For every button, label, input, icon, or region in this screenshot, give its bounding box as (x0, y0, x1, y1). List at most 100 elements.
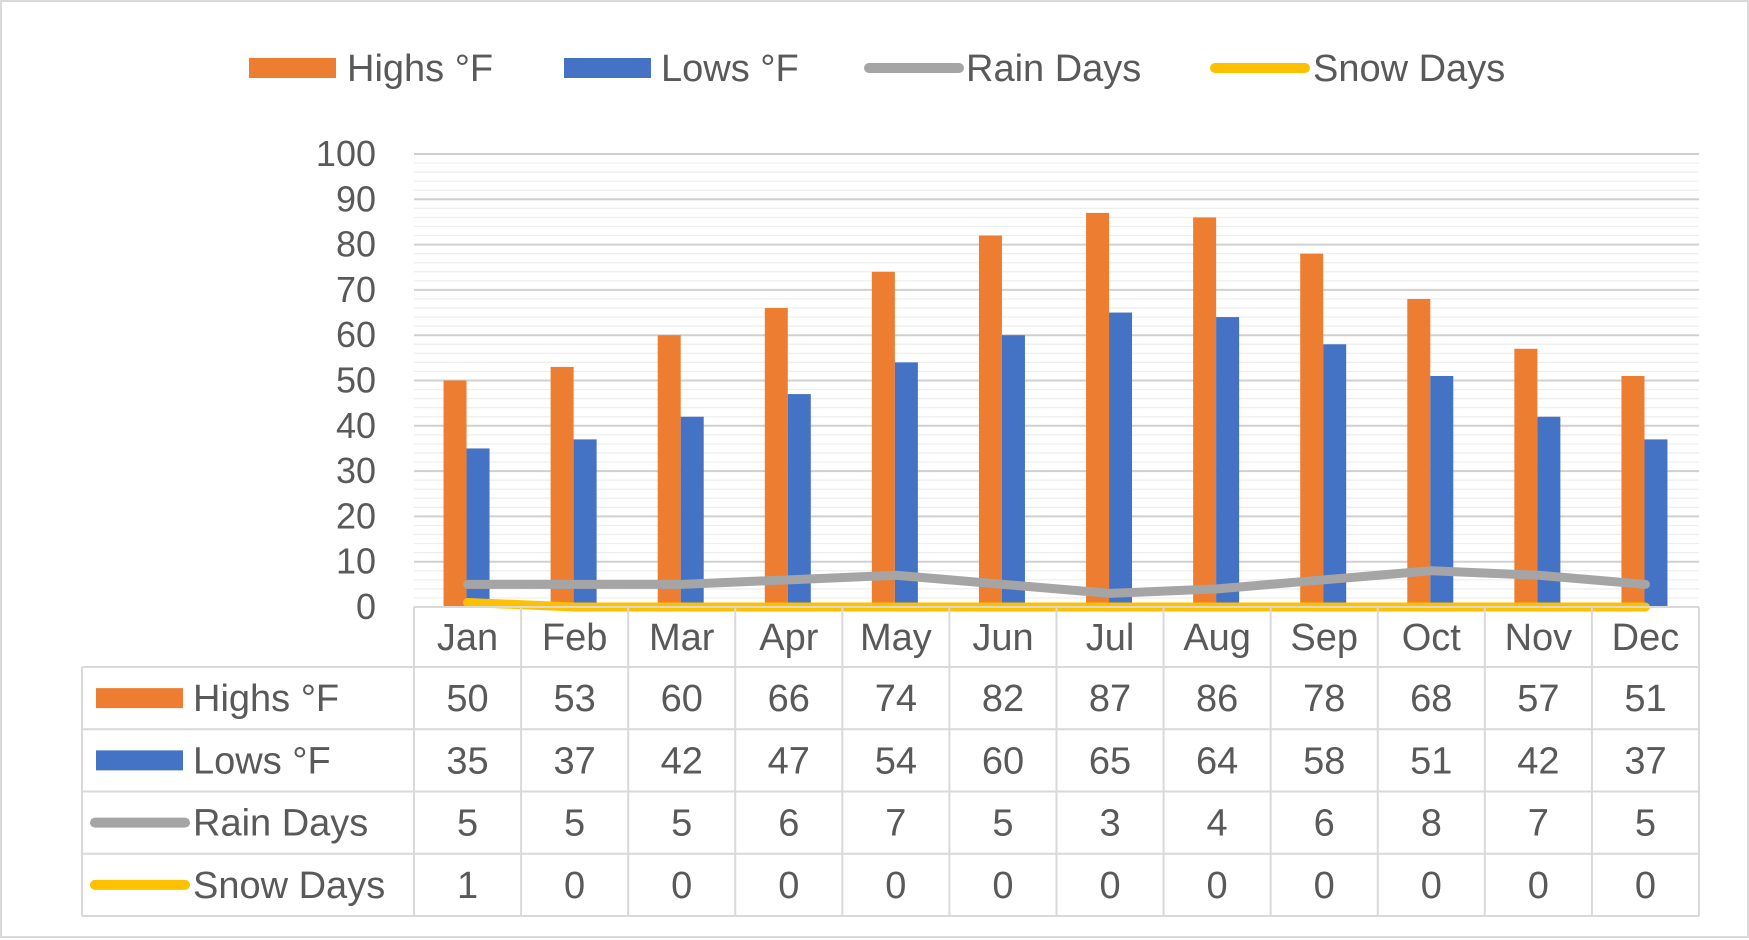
x-category-label: Jan (437, 617, 498, 659)
table-cell-snow-days: 0 (1314, 865, 1335, 907)
table-cell-highs-f: 50 (446, 678, 488, 720)
bar-highs-f-nov (1514, 348, 1538, 607)
bar-highs-f-dec (1621, 375, 1645, 607)
table-cell-highs-f: 53 (553, 678, 595, 720)
bar-highs-f-jul (1086, 212, 1110, 607)
bar-highs-f-jan (443, 380, 467, 607)
legend-key-highs-f (249, 58, 336, 78)
table-cell-rain-days: 5 (671, 803, 692, 845)
bar-highs-f-aug (1193, 217, 1217, 608)
table-cell-lows-f: 35 (446, 740, 488, 782)
y-tick-label: 30 (336, 450, 376, 491)
table-cell-rain-days: 7 (885, 803, 906, 845)
table-cell-highs-f: 66 (768, 678, 810, 720)
legend-label-highs-f: Highs °F (347, 48, 493, 90)
legend: Highs °F Lows °F Rain Days Snow Days (249, 48, 1505, 90)
x-category-label: Aug (1183, 617, 1251, 659)
bar-lows-f-dec (1644, 439, 1668, 607)
bar-lows-f-jun (1001, 335, 1025, 607)
table-row-label-highs-f: Highs °F (193, 678, 339, 720)
bar-lows-f-may (894, 362, 918, 607)
table-cell-lows-f: 37 (553, 740, 595, 782)
bar-highs-f-jun (978, 235, 1002, 608)
table-cell-snow-days: 0 (1528, 865, 1549, 907)
y-tick-label: 40 (336, 405, 376, 446)
table-cell-highs-f: 87 (1089, 678, 1131, 720)
y-tick-label: 60 (336, 314, 376, 355)
table-cell-snow-days: 1 (457, 865, 478, 907)
y-tick-label: 50 (336, 360, 376, 401)
x-category-label: Nov (1505, 617, 1573, 659)
table-cell-snow-days: 0 (992, 865, 1013, 907)
bar-lows-f-mar (680, 416, 704, 607)
table-cell-highs-f: 74 (875, 678, 917, 720)
table-cell-rain-days: 5 (1635, 803, 1656, 845)
table-cell-snow-days: 0 (1635, 865, 1656, 907)
bar-lows-f-apr (787, 394, 811, 607)
x-category-label: Oct (1402, 617, 1462, 659)
table-cell-lows-f: 64 (1196, 740, 1238, 782)
table-cell-rain-days: 5 (564, 803, 585, 845)
bar-lows-f-oct (1430, 375, 1454, 607)
y-tick-label: 20 (336, 495, 376, 536)
bar-highs-f-apr (764, 308, 788, 607)
table-cell-snow-days: 0 (1099, 865, 1120, 907)
table-row-label-lows-f: Lows °F (193, 740, 331, 782)
y-tick-label: 0 (356, 586, 376, 627)
table-cell-highs-f: 82 (982, 678, 1024, 720)
table-cell-highs-f: 68 (1410, 678, 1452, 720)
x-category-label: Jun (972, 617, 1033, 659)
table-cell-lows-f: 42 (661, 740, 703, 782)
y-tick-label: 90 (336, 178, 376, 219)
table-cell-rain-days: 5 (992, 803, 1013, 845)
x-category-label: Jul (1086, 617, 1135, 659)
data-table: Jan Feb Mar Apr May Jun Jul Aug Sep Oct Nov Dec High… (81, 606, 1700, 917)
y-tick-label: 70 (336, 269, 376, 310)
table-row-label-rain-days: Rain Days (193, 803, 368, 845)
legend-key-lows-f (564, 58, 651, 78)
bar-lows-f-jan (466, 448, 490, 607)
table-cell-highs-f: 57 (1517, 678, 1559, 720)
table-cell-lows-f: 60 (982, 740, 1024, 782)
bar-lows-f-nov (1537, 416, 1561, 607)
table-cell-snow-days: 0 (885, 865, 906, 907)
table-cell-rain-days: 4 (1207, 803, 1228, 845)
line-rain-days (463, 566, 1650, 598)
y-tick-label: 10 (336, 541, 376, 582)
bar-highs-f-oct (1407, 298, 1431, 607)
table-cell-rain-days: 8 (1421, 803, 1442, 845)
bar-highs-f-feb (550, 366, 574, 607)
bar-lows-f-jul (1109, 312, 1133, 607)
table-cell-highs-f: 51 (1624, 678, 1666, 720)
table-cell-snow-days: 0 (1207, 865, 1228, 907)
table-cell-lows-f: 47 (768, 740, 810, 782)
table-row-label-snow-days: Snow Days (193, 865, 385, 907)
table-cell-rain-days: 6 (1314, 803, 1335, 845)
table-cell-lows-f: 37 (1624, 740, 1666, 782)
bar-highs-f-mar (657, 335, 681, 607)
table-cell-rain-days: 6 (778, 803, 799, 845)
table-cell-rain-days: 7 (1528, 803, 1549, 845)
table-cell-rain-days: 5 (457, 803, 478, 845)
legend-label-rain-days: Rain Days (966, 48, 1141, 90)
legend-label-snow-days: Snow Days (1313, 48, 1505, 90)
table-cell-lows-f: 65 (1089, 740, 1131, 782)
bar-highs-f-sep (1300, 253, 1324, 607)
table-key-lows-f (96, 750, 183, 771)
table-cell-lows-f: 51 (1410, 740, 1452, 782)
table-cell-snow-days: 0 (671, 865, 692, 907)
x-category-label: May (860, 617, 932, 659)
legend-label-lows-f: Lows °F (661, 48, 799, 90)
y-tick-label: 100 (316, 133, 376, 174)
x-category-label: Apr (759, 617, 818, 659)
bars (443, 212, 1668, 608)
table-cell-highs-f: 60 (661, 678, 703, 720)
table-key-highs-f (96, 688, 183, 709)
bar-lows-f-aug (1216, 317, 1240, 607)
x-category-label: Mar (649, 617, 715, 659)
bar-highs-f-may (871, 271, 895, 607)
x-category-label: Dec (1612, 617, 1680, 659)
